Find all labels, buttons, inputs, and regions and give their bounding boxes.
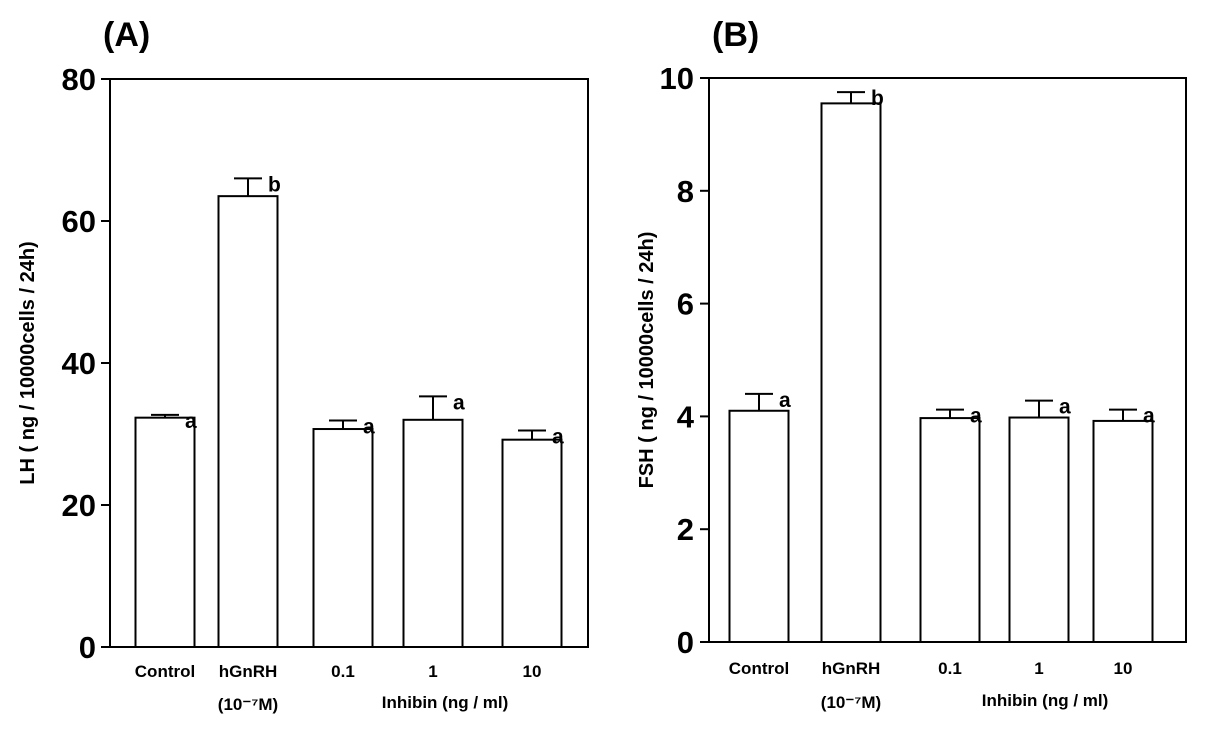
significance-label: a (552, 425, 564, 448)
group-label: Inhibin (ng / ml) (982, 691, 1109, 710)
y-tick-label: 40 (62, 346, 96, 381)
bar (312, 428, 374, 648)
y-axis-title: FSH ( ng / 10000cells / 24h) (636, 232, 658, 489)
category-sublabel: (10⁻⁷M) (821, 693, 881, 712)
significance-label: a (363, 416, 375, 439)
category-label: 0.1 (331, 662, 355, 681)
significance-label: a (1143, 405, 1155, 428)
category-label: hGnRH (822, 659, 881, 678)
y-tick-label: 80 (62, 62, 96, 97)
y-tick-label: 6 (677, 287, 694, 322)
significance-label: b (268, 173, 281, 196)
significance-label: a (970, 405, 982, 428)
category-label: Control (729, 659, 789, 678)
y-tick-label: 2 (677, 512, 694, 547)
bar (1008, 416, 1070, 644)
y-tick-label: 8 (677, 174, 694, 209)
panel-label: (A) (103, 16, 150, 54)
bar (919, 417, 981, 644)
y-tick-label: 20 (62, 488, 96, 523)
category-label: 1 (428, 662, 437, 681)
category-label: 10 (1114, 659, 1133, 678)
group-label: Inhibin (ng / ml) (382, 693, 509, 712)
bar (402, 418, 464, 648)
bar (728, 409, 790, 644)
y-tick-label: 0 (79, 630, 96, 665)
panel-label: (B) (712, 16, 759, 54)
y-axis-title: LH ( ng / 10000cells / 24h) (17, 241, 39, 484)
significance-label: a (1059, 396, 1071, 419)
y-tick-label: 10 (660, 61, 694, 96)
y-tick-label: 60 (62, 204, 96, 239)
category-label: 10 (523, 662, 542, 681)
category-label: Control (135, 662, 195, 681)
significance-label: a (779, 389, 791, 412)
category-label: 1 (1034, 659, 1043, 678)
bar (134, 416, 196, 649)
significance-label: b (871, 87, 884, 110)
category-label: 0.1 (938, 659, 962, 678)
significance-label: a (453, 391, 465, 414)
chart-panel-a: (A) 0 20 40 60 80 LH ( ng / 10000cells / 24h) a… (17, 16, 589, 714)
y-tick-label: 4 (677, 399, 695, 434)
chart-panel-b: (B) 0 2 4 6 8 10 FSH ( ng / 10000cells / 24h) a C… (636, 16, 1187, 712)
bar (501, 438, 563, 648)
y-tick-label: 0 (677, 625, 694, 660)
significance-label: a (185, 410, 197, 433)
category-sublabel: (10⁻⁷M) (218, 695, 278, 714)
category-label: hGnRH (219, 662, 278, 681)
bar (1092, 419, 1154, 643)
bar (820, 102, 882, 643)
bar (217, 195, 279, 648)
